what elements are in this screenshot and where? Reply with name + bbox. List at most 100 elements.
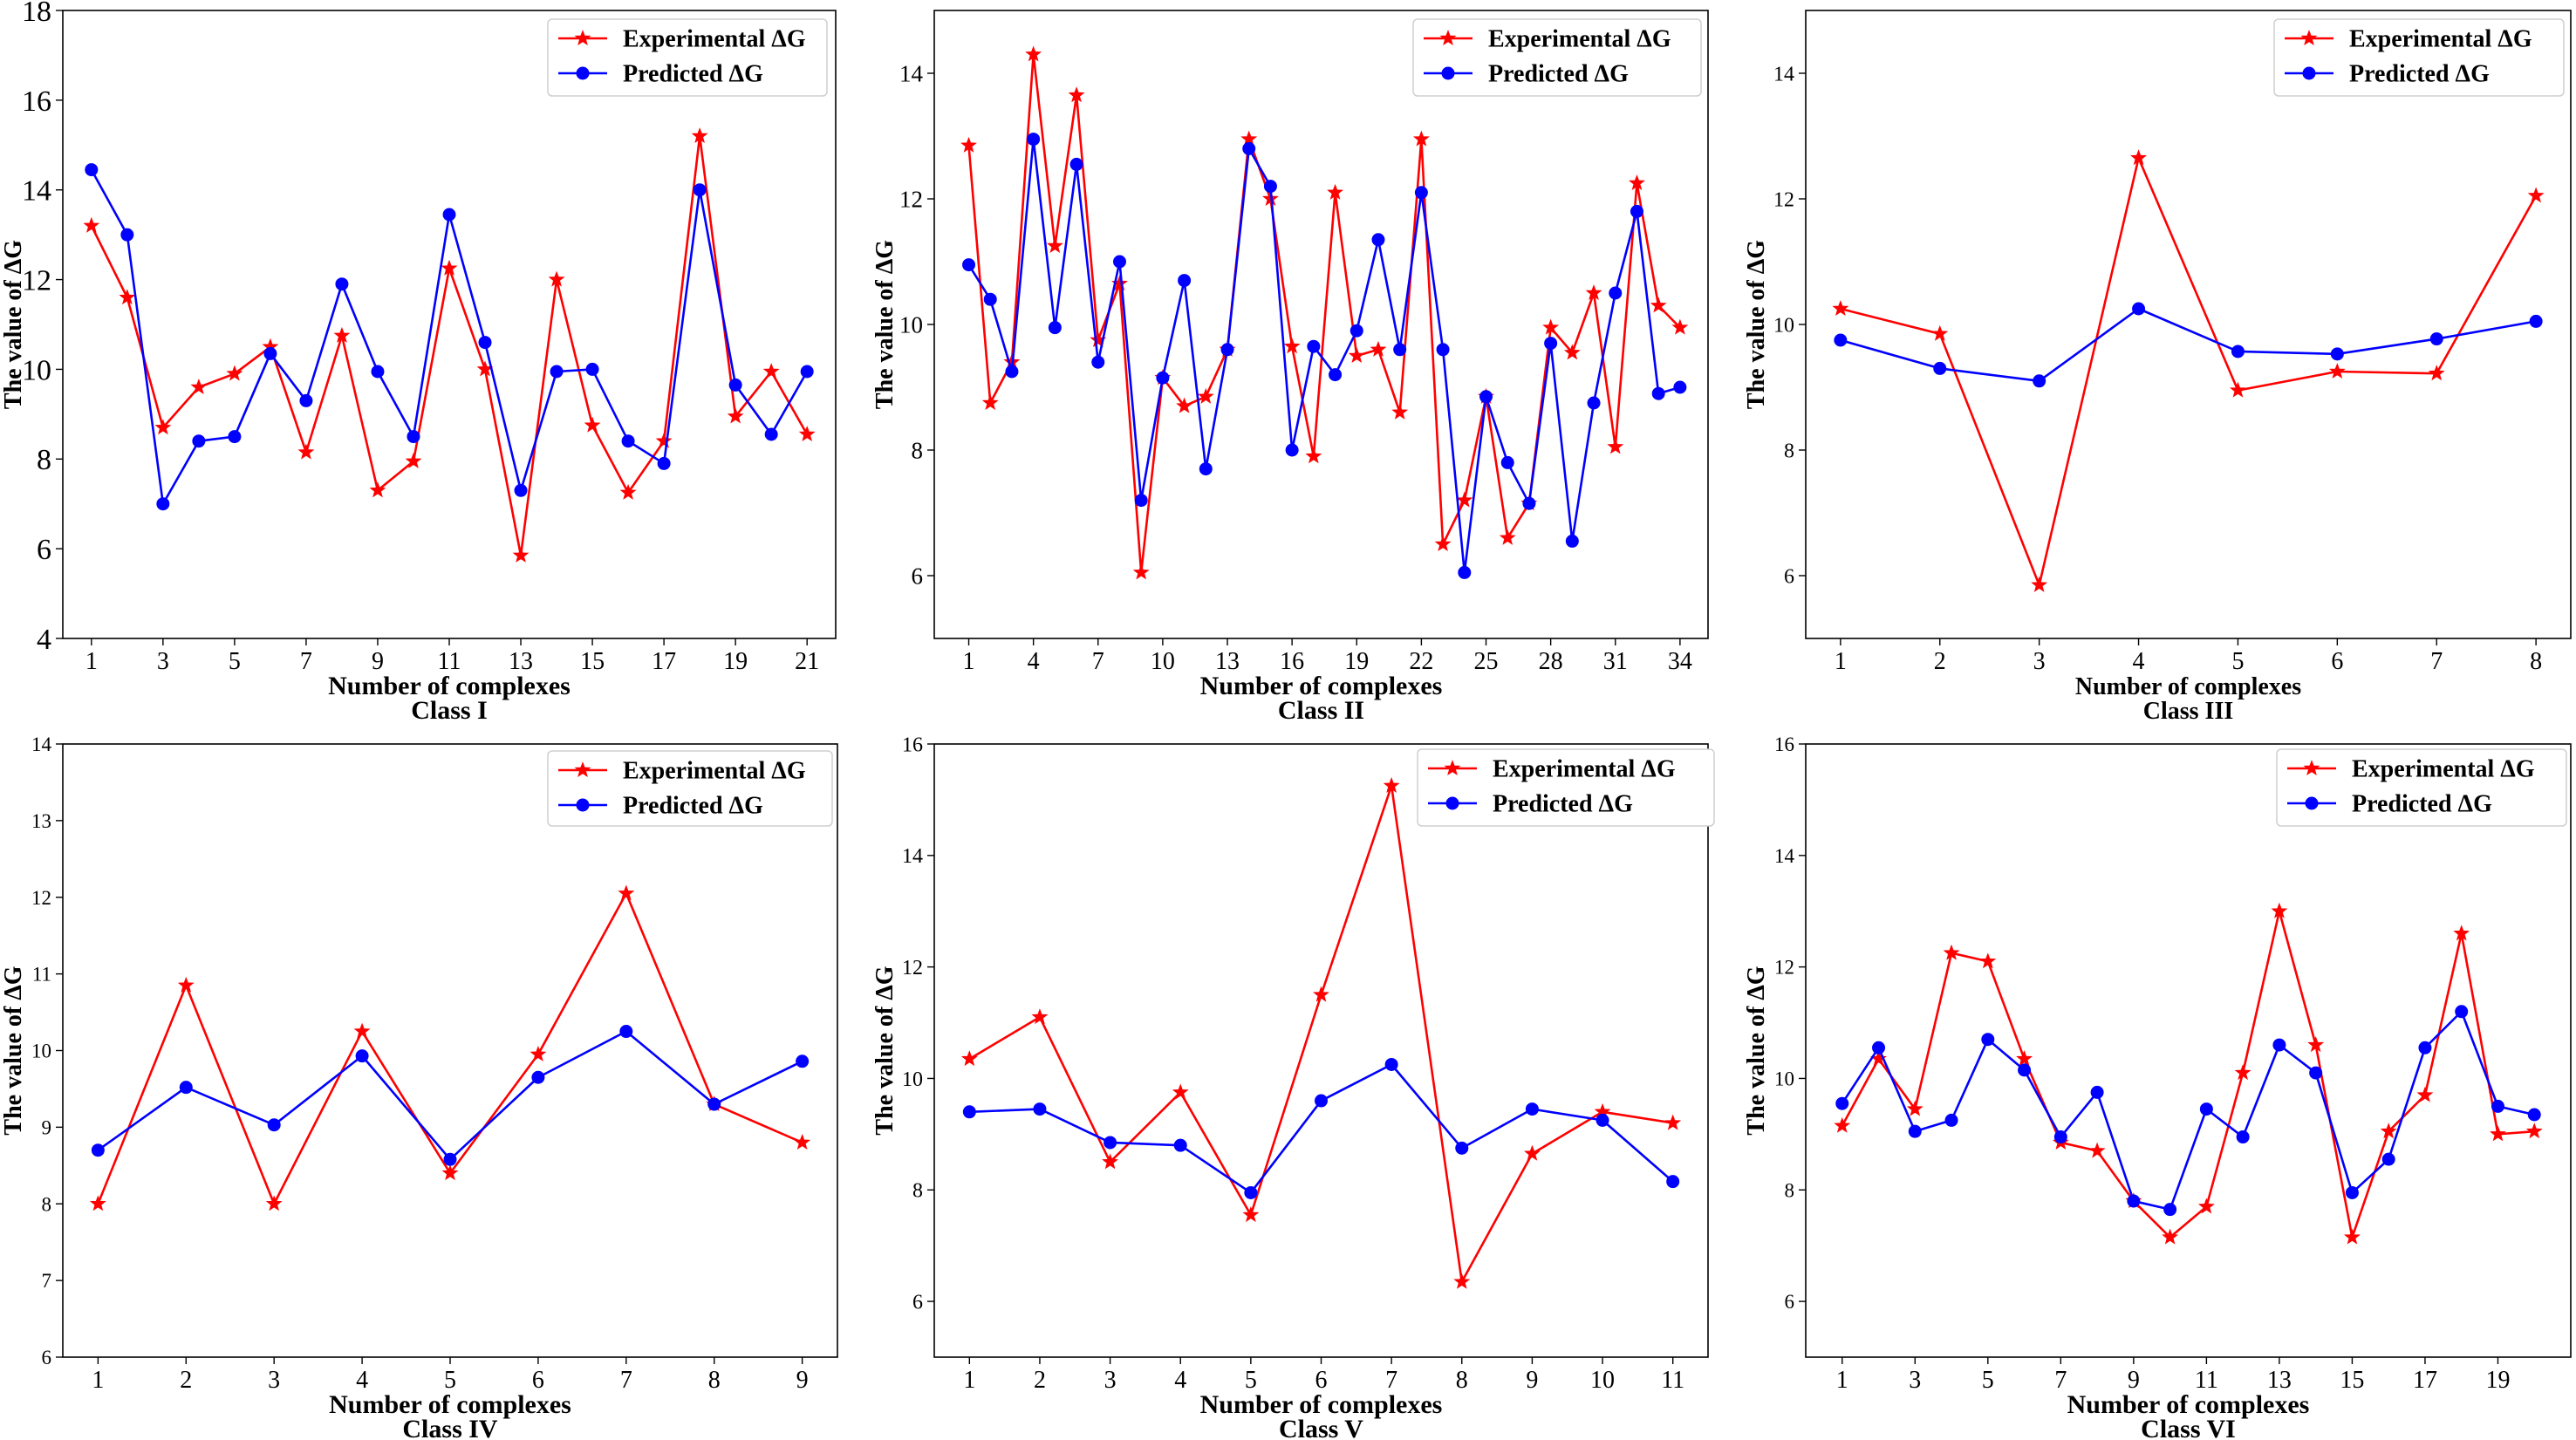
legend: Experimental ΔG Predicted ΔG	[547, 750, 833, 827]
x-tick-label: 2	[1034, 1367, 1046, 1394]
y-tick-label: 10	[902, 1068, 923, 1091]
data-point	[655, 432, 673, 448]
legend-marker	[2303, 760, 2320, 776]
x-tick-label: 10	[1590, 1367, 1615, 1394]
y-tick-label: 16	[902, 734, 923, 756]
data-point	[1453, 1273, 1471, 1289]
data-point	[2199, 1102, 2213, 1116]
x-tick-label: 11	[1661, 1367, 1684, 1394]
x-tick-label: 5	[1245, 1367, 1257, 1394]
y-tick-label: 8	[912, 1180, 923, 1203]
x-tick-label: 3	[1104, 1367, 1117, 1394]
y-tick-label: 12	[899, 186, 923, 212]
x-tick-label: 10	[1151, 648, 1175, 675]
legend-label: Predicted ΔG	[1488, 61, 1629, 88]
data-point	[1383, 777, 1400, 793]
data-point	[800, 365, 814, 379]
data-point	[1455, 1141, 1469, 1155]
data-point	[91, 1143, 105, 1157]
data-point	[192, 434, 206, 448]
data-point	[962, 1105, 976, 1119]
data-point	[727, 407, 744, 424]
data-point	[1176, 397, 1193, 413]
data-point	[1595, 1113, 1609, 1127]
y-axis-label: The value of ΔG	[0, 966, 27, 1135]
y-tick-label: 6	[912, 563, 924, 589]
data-point	[1522, 496, 1536, 510]
chart-title: Class VI	[2141, 1415, 2236, 1440]
x-tick-label: 11	[2195, 1367, 2218, 1394]
data-point	[960, 136, 977, 153]
y-tick-label: 11	[32, 964, 51, 986]
y-tick-label: 8	[42, 1193, 52, 1215]
data-point	[1197, 387, 1214, 404]
legend-marker	[1441, 66, 1455, 80]
data-point	[2127, 1194, 2141, 1208]
x-tick-label: 34	[1668, 648, 1692, 675]
x-tick-label: 11	[438, 648, 461, 675]
x-tick-label: 1	[963, 1367, 975, 1394]
x-tick-label: 7	[1092, 648, 1104, 675]
legend-box	[2276, 748, 2567, 827]
data-point	[2271, 902, 2288, 918]
data-point	[333, 326, 351, 343]
data-point	[1834, 333, 1848, 347]
y-tick-label: 10	[899, 311, 923, 338]
y-tick-label: 16	[1774, 734, 1794, 755]
y-tick-label: 8	[1785, 1179, 1795, 1201]
legend-label: Experimental ΔG	[2352, 756, 2535, 783]
data-point	[1242, 1206, 1260, 1223]
data-point	[531, 1070, 545, 1084]
y-axis-label: The value of ΔG	[0, 240, 27, 409]
data-point	[1832, 300, 1849, 317]
data-point	[2453, 925, 2470, 941]
data-point	[1981, 1033, 1995, 1047]
plot-frame	[1805, 743, 2572, 1358]
x-tick-label: 15	[580, 648, 605, 675]
x-tick-label: 28	[1539, 648, 1563, 675]
x-tick-label: 7	[1385, 1367, 1397, 1394]
data-point	[1412, 130, 1430, 147]
x-tick-label: 19	[723, 648, 748, 675]
x-tick-label: 6	[2331, 648, 2343, 675]
data-point	[1046, 237, 1063, 254]
chart-title: Class II	[1278, 696, 1364, 725]
y-tick-label: 12	[902, 957, 923, 979]
legend-box	[1412, 18, 1702, 97]
data-point	[2525, 1123, 2543, 1139]
x-tick-label: 7	[620, 1367, 632, 1394]
data-point	[707, 1097, 721, 1111]
data-point	[1033, 1102, 1047, 1116]
x-tick-label: 1	[85, 648, 98, 675]
y-tick-label: 10	[1773, 314, 1794, 337]
data-point	[2307, 1036, 2325, 1053]
data-point	[1563, 344, 1581, 360]
series-line	[1841, 910, 2535, 1239]
data-point	[442, 208, 456, 222]
data-point	[1220, 343, 1234, 357]
data-point	[156, 497, 170, 511]
data-point	[2197, 1198, 2215, 1214]
x-tick-label: 9	[2128, 1367, 2140, 1394]
y-tick-label: 12	[1774, 957, 1794, 979]
y-tick-label: 10	[1774, 1068, 1794, 1090]
x-tick-label: 7	[2430, 648, 2443, 675]
legend-marker	[574, 30, 591, 46]
data-point	[1172, 1083, 1189, 1100]
legend-label: Experimental ΔG	[623, 758, 806, 785]
data-point	[1027, 133, 1041, 147]
y-tick-label: 6	[912, 1291, 923, 1314]
data-point	[2428, 365, 2445, 381]
data-point	[1630, 204, 1643, 218]
data-point	[89, 1195, 106, 1211]
series-predicted	[962, 1057, 1680, 1199]
x-tick-label: 6	[1315, 1367, 1328, 1394]
legend-box	[1417, 748, 1715, 827]
x-tick-label: 7	[300, 648, 312, 675]
data-point	[2529, 314, 2543, 328]
y-tick-label: 14	[1773, 63, 1794, 85]
legend-label: Experimental ΔG	[623, 26, 806, 53]
y-tick-label: 13	[31, 810, 51, 832]
